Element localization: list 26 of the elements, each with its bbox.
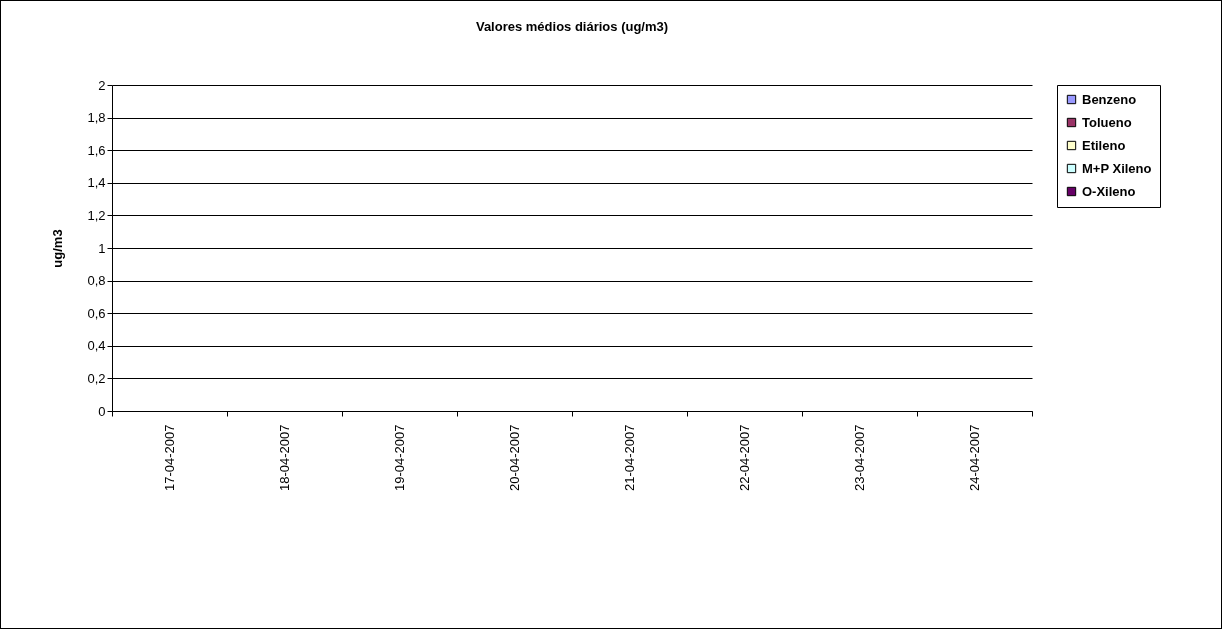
y-tick-label: 1,6 <box>87 142 106 158</box>
y-tick-label: 1,4 <box>87 175 106 191</box>
legend-label: Tolueno <box>1082 114 1132 130</box>
y-tick-label: 1 <box>98 240 106 256</box>
y-tick-label: 0,4 <box>87 338 106 354</box>
chart-title: Valores médios diários (ug/m3) <box>475 19 669 34</box>
x-tick-label: 21-04-2007 <box>622 424 637 491</box>
y-tick-label: 1,8 <box>87 110 106 126</box>
x-tick-label: 18-04-2007 <box>277 424 292 491</box>
legend-label: M+P Xileno <box>1082 160 1152 176</box>
x-tick-label: 24-04-2007 <box>967 424 982 491</box>
y-tick-label: 1,2 <box>87 207 106 223</box>
x-tick-label: 20-04-2007 <box>507 424 522 491</box>
y-axis-title: ug/m3 <box>50 229 66 268</box>
legend-label: Etileno <box>1082 137 1126 153</box>
legend-label: O-Xileno <box>1082 183 1136 199</box>
y-tick-label: 0 <box>98 403 106 419</box>
x-tick-label: 22-04-2007 <box>737 424 752 491</box>
y-tick-label: 0,2 <box>87 370 106 386</box>
legend-label: Benzeno <box>1082 91 1137 107</box>
y-tick-label: 0,8 <box>87 273 106 289</box>
x-tick-label: 19-04-2007 <box>392 424 407 491</box>
x-tick-label: 17-04-2007 <box>162 424 177 491</box>
y-tick-label: 2 <box>98 77 106 93</box>
x-tick-label: 23-04-2007 <box>852 424 867 491</box>
y-tick-label: 0,6 <box>87 305 106 321</box>
